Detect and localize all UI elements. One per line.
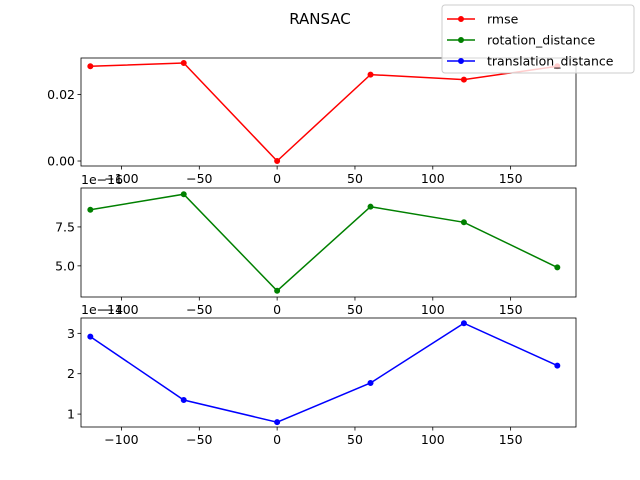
axes-frame [80,57,577,167]
chart-title: RANSAC [289,10,351,28]
legend: rmse rotation_distance translation_distanc… [441,4,635,74]
x-tick-label: 0 [273,432,281,447]
data-point [87,63,94,70]
legend-label: translation_distance [487,54,614,69]
y-tick-label: 0.02 [47,87,75,102]
axes-frame [80,187,577,298]
legend-label: rotation_distance [487,33,596,48]
series-line-rotation_distance [90,193,558,292]
y-offset-label: 1e−16 [81,172,123,187]
data-point [554,264,561,271]
x-tick-label: 50 [347,432,363,447]
x-tick-label: −50 [186,171,212,186]
data-point [87,206,94,213]
data-point [554,362,561,369]
x-tick-label: 100 [421,302,445,317]
x-tick-label: −100 [104,432,138,447]
subplot-2: −100 −50 0 50 100 150 5.0 7.5 1e−16 [55,172,577,317]
data-point [274,158,281,165]
data-point [460,76,467,83]
data-point [180,59,187,66]
x-tick-label: −100 [104,302,138,317]
subplot-3: −100 −50 0 50 100 150 1 2 3 1e−14 [67,302,577,447]
x-tick-label: 150 [499,302,523,317]
x-tick-label: −50 [186,302,212,317]
data-point [274,287,281,294]
data-point [460,320,467,327]
data-point [180,191,187,198]
legend-frame [441,4,635,74]
x-tick-label: 0 [273,302,281,317]
y-tick-label: 2 [67,366,75,381]
y-tick-label: 1 [67,407,75,422]
x-tick-label: 150 [499,432,523,447]
x-tick-label: 150 [499,171,523,186]
data-point [180,396,187,403]
data-point [367,379,374,386]
legend-marker [458,37,464,43]
x-tick-label: −50 [186,432,212,447]
x-tick-label: 100 [421,171,445,186]
y-tick-label: 7.5 [55,219,75,234]
series-line-rmse [90,62,558,163]
subplot-1: −100 −50 0 50 100 150 0.00 0.02 [47,57,577,186]
data-point [87,333,94,340]
x-tick-label: 50 [347,171,363,186]
data-point [274,419,281,426]
data-point [367,203,374,210]
axes-frame [80,317,577,428]
x-tick-label: 0 [273,171,281,186]
y-tick-label: 5.0 [55,258,75,273]
legend-label: rmse [487,12,519,27]
series-line-translation_distance [89,322,558,423]
x-tick-label: −100 [104,171,138,186]
x-tick-label: 50 [347,302,363,317]
y-tick-label: 3 [67,326,75,341]
legend-marker [458,16,464,22]
legend-marker [458,58,464,64]
data-point [367,71,374,78]
x-tick-label: 100 [421,432,445,447]
y-tick-label: 0.00 [47,154,75,169]
y-offset-label: 1e−14 [81,302,123,317]
data-point [460,219,467,226]
